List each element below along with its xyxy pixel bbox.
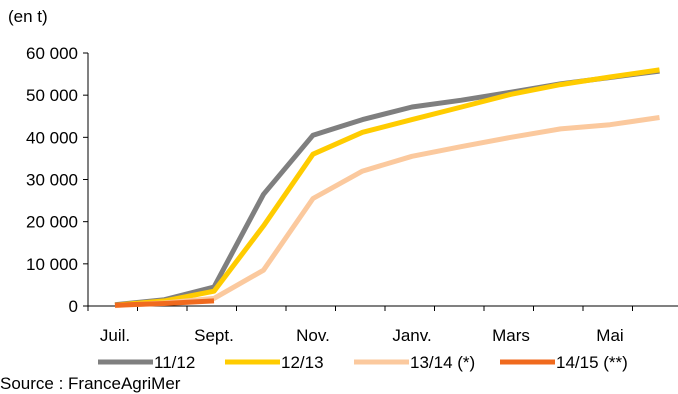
x-tick-label: Sept. (194, 326, 234, 345)
y-tick-label: 50 000 (26, 86, 78, 105)
legend-label: 12/13 (281, 353, 324, 372)
series-line-14-15 (114, 298, 215, 308)
series-group (114, 67, 660, 309)
y-tick-label: 20 000 (26, 213, 78, 232)
legend-label: 14/15 (**) (556, 353, 628, 372)
y-tick-label: 10 000 (26, 255, 78, 274)
legend-label: 11/12 (154, 353, 195, 372)
x-tick-label: Nov. (296, 326, 330, 345)
y-tick-label: 60 000 (26, 44, 78, 63)
x-axis: Juil. Sept. Nov. Janv. Mars Mai (87, 306, 633, 345)
legend-label: 13/14 (*) (410, 353, 475, 372)
x-tick-label: Mai (596, 326, 623, 345)
source-note: Source : FranceAgriMer (0, 374, 181, 393)
legend: 11/12 12/13 13/14 (*) 14/15 (**) (98, 353, 628, 372)
y-axis: 0 10 000 20 000 30 000 40 000 50 000 60 000 (26, 44, 88, 316)
series-line-13-14 (114, 115, 660, 309)
x-tick-label: Janv. (392, 326, 431, 345)
y-tick-label: 30 000 (26, 171, 78, 190)
y-tick-label: 0 (69, 297, 78, 316)
series-line-11-12 (114, 68, 660, 308)
unit-label: (en t) (8, 7, 48, 26)
x-tick-label: Mars (492, 326, 530, 345)
y-tick-label: 40 000 (26, 128, 78, 147)
series-line-12-13 (114, 67, 660, 308)
x-tick-label: Juil. (100, 326, 130, 345)
